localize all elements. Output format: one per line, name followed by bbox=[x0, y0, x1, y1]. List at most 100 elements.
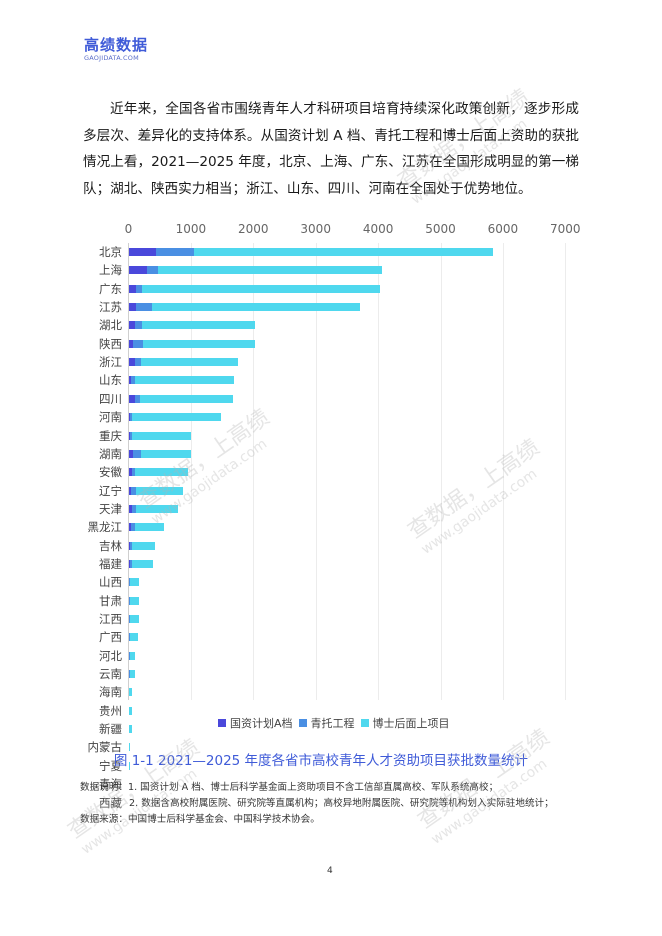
gridline bbox=[440, 243, 442, 700]
bar-segment bbox=[129, 504, 133, 513]
stacked-bar bbox=[129, 541, 156, 550]
bar-segment bbox=[129, 266, 148, 275]
stacked-bar bbox=[129, 266, 383, 275]
bar-segment bbox=[129, 615, 140, 623]
bar-segment bbox=[142, 284, 381, 293]
stacked-bar bbox=[129, 651, 135, 660]
category-label: 西藏 bbox=[99, 795, 122, 810]
bar-row: 福建 bbox=[0, 555, 662, 573]
logo-subtitle: GAOJIDATA.COM bbox=[84, 54, 139, 62]
x-tick-label: 7000 bbox=[550, 222, 581, 236]
bar-row: 江西 bbox=[0, 610, 662, 628]
gridline bbox=[502, 243, 504, 700]
stacked-bar bbox=[129, 725, 133, 734]
logo-title: 高绩数据 bbox=[84, 36, 149, 54]
bar-segment bbox=[129, 670, 130, 679]
x-tick-label: 5000 bbox=[425, 222, 456, 236]
bar-segment bbox=[129, 651, 135, 660]
stacked-bar bbox=[129, 468, 188, 477]
bar-segment bbox=[132, 504, 136, 513]
stacked-bar bbox=[129, 523, 164, 532]
stacked-bar bbox=[129, 321, 256, 330]
stacked-bar bbox=[129, 284, 381, 293]
bar-row: 广东 bbox=[0, 280, 662, 298]
bar-segment bbox=[133, 339, 143, 348]
bar-row: 广西 bbox=[0, 628, 662, 646]
category-label: 湖北 bbox=[99, 318, 122, 333]
bar-segment bbox=[129, 725, 133, 734]
bar-segment bbox=[129, 670, 135, 679]
category-label: 天津 bbox=[99, 501, 122, 516]
stacked-bar bbox=[129, 431, 192, 440]
bar-segment bbox=[129, 615, 130, 623]
x-tick-label: 3000 bbox=[300, 222, 331, 236]
stacked-bar bbox=[129, 688, 133, 697]
stacked-bar bbox=[129, 394, 234, 403]
stacked-bar bbox=[129, 578, 140, 587]
category-label: 黑龙江 bbox=[87, 520, 123, 535]
category-label: 河南 bbox=[99, 410, 122, 425]
bar-row: 天津 bbox=[0, 500, 662, 518]
bar-segment bbox=[142, 339, 256, 348]
category-label: 四川 bbox=[99, 391, 122, 406]
bar-row: 上海 bbox=[0, 261, 662, 279]
stacked-bar bbox=[129, 303, 360, 312]
legend-item-a: 国资计划A档 bbox=[218, 715, 293, 731]
bar-segment bbox=[129, 248, 156, 256]
stacked-bar bbox=[129, 376, 235, 385]
bar-segment bbox=[129, 394, 136, 403]
bar-segment bbox=[129, 596, 140, 605]
bar-segment bbox=[129, 743, 131, 752]
legend-swatch-icon bbox=[298, 719, 307, 727]
bar-segment bbox=[129, 688, 133, 697]
legend-label: 青托工程 bbox=[310, 717, 355, 730]
bar-segment bbox=[131, 486, 136, 495]
bar-row: 宁夏 bbox=[0, 757, 662, 775]
bar-segment bbox=[155, 248, 195, 256]
note-source: 数据来源：中国博士后科学基金会、中国科学技术协会。 bbox=[80, 814, 320, 825]
category-label: 辽宁 bbox=[99, 483, 122, 498]
bar-segment bbox=[129, 578, 140, 587]
bar-segment bbox=[134, 468, 188, 477]
bar-segment bbox=[130, 541, 133, 550]
bar-segment bbox=[129, 339, 134, 348]
bar-segment bbox=[132, 559, 153, 568]
legend-item-bsh: 博士后面上项目 bbox=[360, 715, 450, 731]
bar-row: 河北 bbox=[0, 647, 662, 665]
y-axis-line bbox=[128, 243, 129, 700]
bar-row: 重庆 bbox=[0, 427, 662, 445]
x-tick-label: 2000 bbox=[238, 222, 269, 236]
bar-segment bbox=[132, 413, 221, 422]
bar-segment bbox=[131, 376, 136, 385]
category-label: 宁夏 bbox=[99, 758, 122, 773]
legend-swatch-icon bbox=[218, 719, 226, 727]
bar-row: 陕西 bbox=[0, 335, 662, 353]
bar-segment bbox=[131, 523, 135, 532]
bar-segment bbox=[129, 523, 132, 532]
stacked-bar bbox=[129, 633, 139, 642]
category-label: 浙江 bbox=[99, 355, 122, 370]
bar-segment bbox=[134, 523, 164, 532]
note-line-2: 2. 数据含高校附属医院、研究院等直属机构；高校异地附属医院、研究院等机构划入实… bbox=[129, 798, 554, 809]
bar-row: 青海 bbox=[0, 775, 662, 793]
bar-segment bbox=[139, 394, 234, 403]
category-label: 湖南 bbox=[99, 446, 122, 461]
bar-segment bbox=[129, 321, 135, 330]
category-label: 广东 bbox=[99, 281, 122, 296]
bar-segment bbox=[129, 633, 139, 642]
bar-row: 内蒙古 bbox=[0, 738, 662, 756]
bar-segment bbox=[129, 449, 134, 458]
category-label: 江苏 bbox=[99, 300, 122, 315]
bar-segment bbox=[135, 486, 183, 495]
bar-segment bbox=[129, 431, 133, 440]
category-label: 安徽 bbox=[99, 465, 122, 480]
bar-segment bbox=[135, 504, 178, 513]
stacked-bar bbox=[129, 706, 133, 715]
bar-row: 安徽 bbox=[0, 463, 662, 481]
bar-segment bbox=[129, 541, 131, 550]
category-label: 吉林 bbox=[99, 538, 122, 553]
category-label: 新疆 bbox=[99, 722, 122, 737]
bar-row: 黑龙江 bbox=[0, 518, 662, 536]
bar-segment bbox=[129, 413, 131, 422]
category-label: 福建 bbox=[99, 556, 122, 571]
